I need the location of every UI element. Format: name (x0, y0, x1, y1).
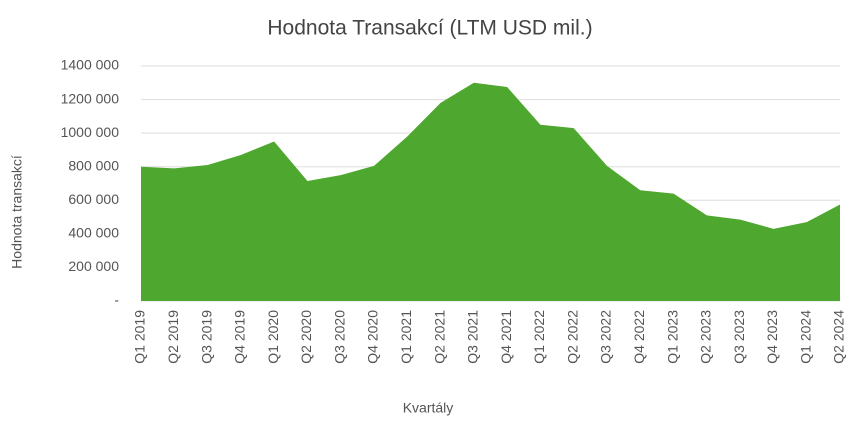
y-tick-label: - (114, 292, 119, 308)
x-tick-label: Q4 2021 (498, 310, 514, 364)
y-tick-label: 400 000 (68, 225, 119, 241)
x-tick-label: Q2 2022 (564, 310, 580, 364)
y-axis-label: Hodnota transakcí (9, 155, 25, 269)
x-tick-label: Q4 2022 (631, 310, 647, 364)
x-tick-label: Q1 2023 (664, 310, 680, 364)
x-tick-label: Q1 2021 (398, 310, 414, 364)
y-tick-label: 800 000 (68, 157, 119, 173)
x-tick-label: Q3 2019 (198, 310, 214, 364)
chart-title: Hodnota Transakcí (LTM USD mil.) (267, 17, 592, 40)
x-tick-label: Q3 2023 (731, 310, 747, 364)
x-tick-label: Q2 2019 (165, 310, 181, 364)
x-tick-label: Q1 2024 (797, 310, 813, 364)
x-tick-label: Q1 2020 (265, 310, 281, 364)
x-tick-label: Q4 2019 (232, 310, 248, 364)
x-axis-label: Kvartály (403, 400, 454, 416)
y-tick-label: 200 000 (68, 258, 119, 274)
x-tick-label: Q2 2023 (698, 310, 714, 364)
area (141, 82, 840, 302)
x-tick-label: Q3 2020 (331, 310, 347, 364)
x-tick-label: Q3 2022 (598, 310, 614, 364)
x-tick-label: Q4 2020 (365, 310, 381, 364)
x-tick-label: Q4 2023 (764, 310, 780, 364)
y-tick-label: 1400 000 (61, 57, 120, 73)
x-tick-label: Q1 2019 (132, 310, 148, 364)
x-tick-label: Q2 2020 (298, 310, 314, 364)
x-tick-label: Q3 2021 (465, 310, 481, 364)
x-tick-label: Q2 2021 (431, 310, 447, 364)
x-tick-label: Q1 2022 (531, 310, 547, 364)
x-tick-label: Q2 2024 (831, 310, 847, 364)
y-tick-label: 1200 000 (61, 90, 120, 106)
y-tick-label: 1000 000 (61, 124, 120, 140)
y-tick-label: 600 000 (68, 191, 119, 207)
